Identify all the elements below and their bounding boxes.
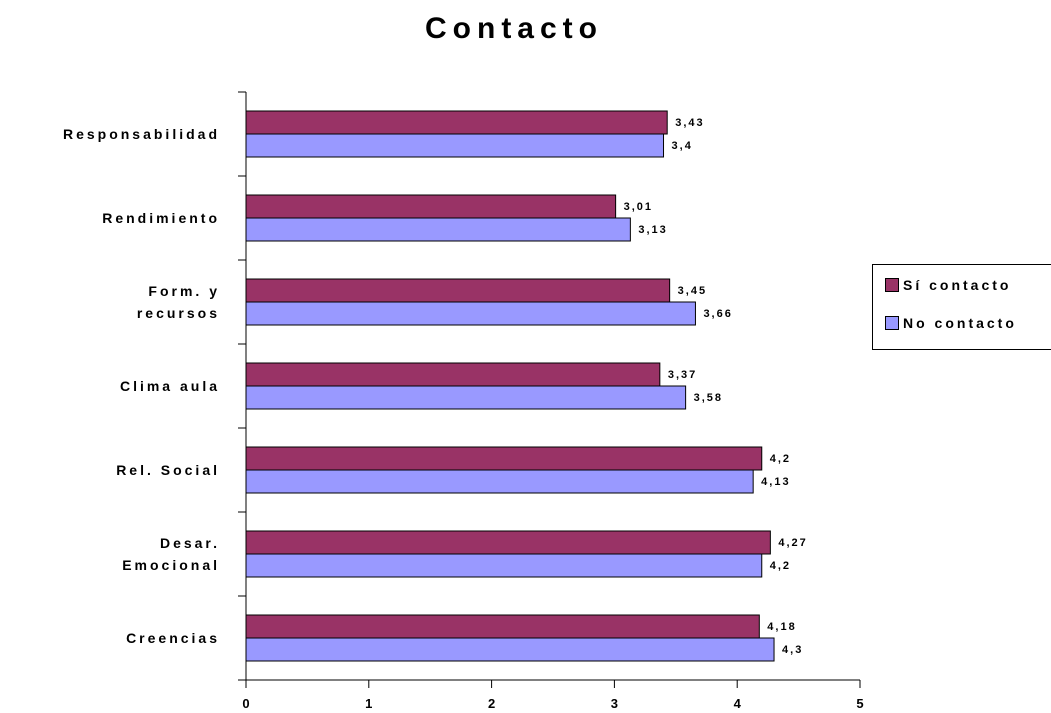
bar-no-contacto [245, 385, 687, 410]
legend-item-si-contacto: Sí contacto [885, 277, 1011, 293]
bar-si-contacto [245, 362, 661, 387]
category-label: Rendimiento [102, 210, 220, 226]
x-tick-label: 2 [488, 696, 495, 711]
bar-no-contacto [245, 133, 665, 158]
data-label: 3,66 [703, 308, 732, 320]
legend-label-no-contacto: No contacto [903, 315, 1017, 331]
category-label: Responsabilidad [63, 126, 220, 142]
data-label: 3,01 [624, 201, 653, 213]
data-label: 3,4 [672, 140, 693, 152]
data-label: 4,2 [770, 560, 791, 572]
legend-label-si-contacto: Sí contacto [903, 277, 1012, 293]
x-tick-label: 3 [611, 696, 618, 711]
category-label: Form. y [148, 283, 220, 299]
data-label: 4,18 [767, 621, 796, 633]
data-label: 3,43 [675, 117, 704, 129]
bar-si-contacto [245, 530, 771, 555]
data-label: 3,13 [638, 224, 667, 236]
legend: Sí contacto No contacto [872, 264, 1051, 350]
data-label: 4,2 [770, 453, 791, 465]
data-label: 4,3 [782, 644, 803, 656]
category-label: Creencias [126, 630, 220, 646]
x-tick-label: 1 [365, 696, 372, 711]
legend-swatch-no-contacto [885, 316, 899, 330]
x-tick-label: 0 [242, 696, 249, 711]
x-tick-label: 5 [856, 696, 863, 711]
category-label: Rel. Social [116, 462, 220, 478]
chart-title: Contacto [425, 12, 603, 45]
bar-si-contacto [245, 110, 668, 135]
bar-no-contacto [245, 553, 763, 578]
bar-no-contacto [245, 637, 775, 662]
bar-si-contacto [245, 278, 671, 303]
bar-no-contacto [245, 469, 754, 494]
bar-no-contacto [245, 301, 696, 326]
data-label: 3,37 [668, 369, 697, 381]
bar-si-contacto [245, 446, 763, 471]
category-label: Emocional [122, 557, 220, 573]
x-tick-label: 4 [734, 696, 742, 711]
bar-si-contacto [245, 614, 760, 639]
category-label: Clima aula [120, 378, 220, 394]
bar-no-contacto [245, 217, 631, 242]
data-label: 3,58 [694, 392, 723, 404]
data-label: 4,13 [761, 476, 790, 488]
data-label: 4,27 [778, 537, 807, 549]
legend-swatch-si-contacto [885, 278, 899, 292]
data-label: 3,45 [678, 285, 707, 297]
legend-item-no-contacto: No contacto [885, 315, 1017, 331]
category-label: recursos [137, 305, 220, 321]
bar-si-contacto [245, 194, 617, 219]
category-label: Desar. [160, 535, 220, 551]
